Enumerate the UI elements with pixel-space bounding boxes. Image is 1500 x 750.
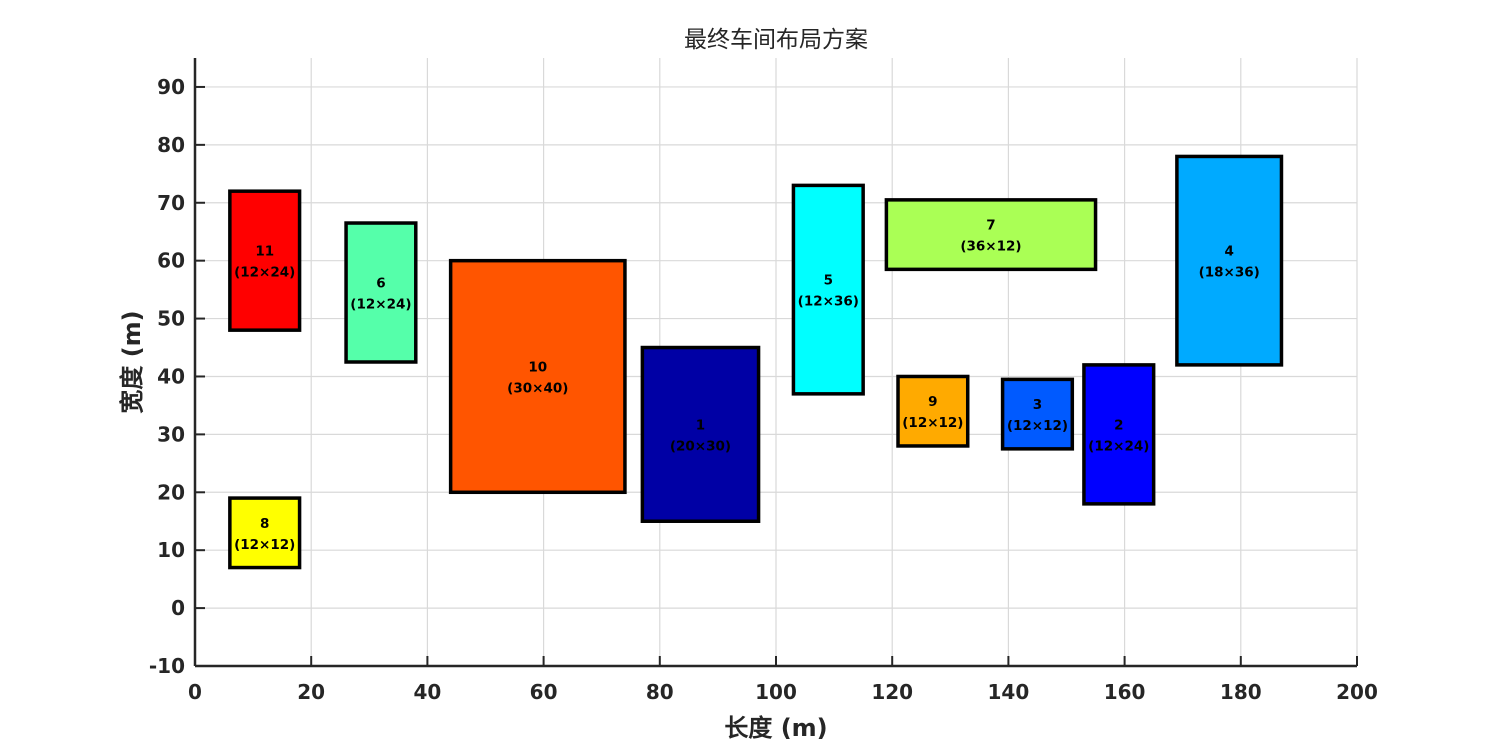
- block-size-label: (30×40): [507, 380, 568, 396]
- x-tick-label: 0: [188, 680, 202, 704]
- y-tick-label: 60: [157, 249, 185, 273]
- layout-block-5: 5 (12×36): [791, 183, 865, 396]
- axes: 0 20 40 60 80 100 120 140 160 180 200-100102030405…: [149, 58, 1378, 704]
- x-tick-label: 160: [1104, 680, 1146, 704]
- block-id-label: 3: [1033, 397, 1042, 413]
- block-size-label: (20×30): [670, 438, 731, 454]
- block-size-label: (12×24): [234, 265, 295, 281]
- layout-block-7: 7 (36×12): [884, 198, 1098, 272]
- layout-block-rect: [791, 183, 865, 396]
- block-size-label: (36×12): [960, 239, 1021, 255]
- x-axis-title: 长度 (m): [724, 714, 827, 742]
- block-id-label: 9: [928, 394, 937, 410]
- block-size-label: (18×36): [1199, 265, 1260, 281]
- layout-rects: 1 (20×30) 2 (12×24) 3 (12×12) 4 (18×36) 5 (12×36)…: [228, 154, 1284, 570]
- y-tick-label: 10: [157, 538, 185, 562]
- layout-block-rect: [228, 496, 302, 570]
- layout-block-rect: [344, 221, 418, 364]
- block-size-label: (12×36): [798, 294, 859, 310]
- layout-block-6: 6 (12×24): [344, 221, 418, 364]
- block-size-label: (12×12): [1007, 418, 1068, 434]
- y-tick-label: 90: [157, 75, 185, 99]
- layout-block-rect: [228, 189, 302, 332]
- layout-block-rect: [640, 345, 761, 523]
- x-tick-label: 80: [646, 680, 674, 704]
- layout-block-4: 4 (18×36): [1175, 154, 1284, 367]
- block-size-label: (12×24): [1088, 438, 1149, 454]
- layout-block-rect: [1000, 377, 1075, 451]
- x-tick-label: 180: [1220, 680, 1262, 704]
- layout-block-11: 11 (12×24): [228, 189, 302, 332]
- y-tick-label: 80: [157, 133, 185, 157]
- x-tick-label: 60: [530, 680, 558, 704]
- layout-block-3: 3 (12×12): [1000, 377, 1075, 451]
- layout-block-rect: [884, 198, 1098, 272]
- x-tick-label: 40: [413, 680, 441, 704]
- block-id-label: 2: [1114, 417, 1123, 433]
- y-tick-label: 0: [171, 596, 185, 620]
- block-id-label: 11: [255, 244, 274, 260]
- layout-block-rect: [896, 374, 970, 448]
- layout-block-9: 9 (12×12): [896, 374, 970, 448]
- x-tick-label: 200: [1336, 680, 1378, 704]
- y-axis-title: 宽度 (m): [118, 310, 146, 413]
- y-tick-label: 40: [157, 364, 185, 388]
- y-tick-label: 50: [157, 307, 185, 331]
- layout-block-rect: [1082, 363, 1156, 506]
- block-size-label: (12×24): [350, 297, 411, 313]
- y-tick-label: 70: [157, 191, 185, 215]
- layout-block-rect: [448, 258, 627, 495]
- layout-block-1: 1 (20×30): [640, 345, 761, 523]
- x-tick-label: 140: [988, 680, 1030, 704]
- y-tick-label: -10: [149, 654, 185, 678]
- chart-title: 最终车间布局方案: [684, 27, 868, 53]
- block-id-label: 6: [376, 276, 385, 292]
- block-id-label: 4: [1224, 244, 1233, 260]
- layout-block-2: 2 (12×24): [1082, 363, 1156, 506]
- layout-block-8: 8 (12×12): [228, 496, 302, 570]
- block-size-label: (12×12): [234, 537, 295, 553]
- x-tick-label: 20: [297, 680, 325, 704]
- block-id-label: 5: [824, 273, 833, 289]
- y-tick-label: 20: [157, 480, 185, 504]
- block-size-label: (12×12): [902, 415, 963, 431]
- x-tick-label: 100: [755, 680, 797, 704]
- layout-block-rect: [1175, 154, 1284, 367]
- block-id-label: 7: [986, 218, 995, 234]
- layout-block-10: 10 (30×40): [448, 258, 627, 495]
- block-id-label: 1: [696, 417, 705, 433]
- block-id-label: 8: [260, 516, 269, 532]
- x-tick-label: 120: [871, 680, 913, 704]
- block-id-label: 10: [528, 359, 547, 375]
- y-tick-label: 30: [157, 422, 185, 446]
